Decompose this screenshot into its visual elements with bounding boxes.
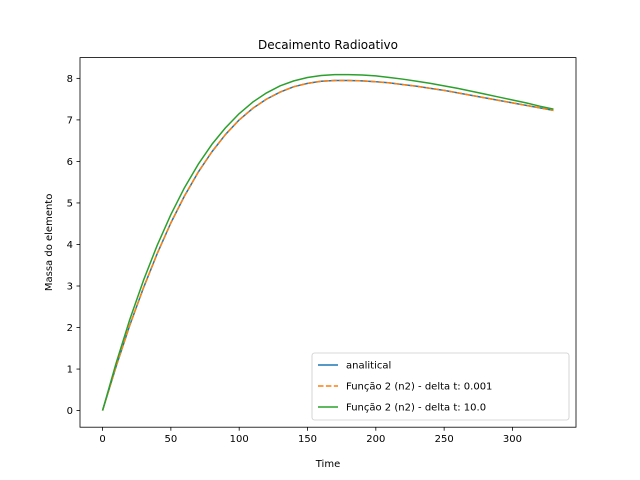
- y-tick-label: 5: [67, 198, 73, 209]
- legend-entry: Função 2 (n2) - delta t: 10.0: [346, 403, 486, 414]
- y-tick-label: 6: [67, 157, 73, 168]
- y-axis-label: Massa do elemento: [44, 194, 55, 291]
- chart-title: Decaimento Radioativo: [258, 38, 398, 52]
- series-line-3: [101, 73, 554, 411]
- y-tick-label: 8: [67, 74, 73, 85]
- x-axis: 0 50 100 150 200 250 300: [99, 427, 522, 445]
- legend-box: [311, 352, 570, 421]
- plot-area: [79, 57, 577, 428]
- y-tick-label: 1: [67, 365, 73, 376]
- legend-entry: Função 2 (n2) - delta t: 0.001: [346, 382, 492, 393]
- y-tick-label: 2: [67, 323, 73, 334]
- x-axis-label: Time: [315, 459, 340, 470]
- legend-entry: analitical: [346, 361, 391, 372]
- x-tick-label: 50: [164, 434, 177, 445]
- legend: analitical Função 2 (n2) - delta t: 0.001…: [311, 352, 570, 421]
- y-tick-label: 7: [67, 115, 73, 126]
- y-tick-label: 3: [67, 282, 73, 293]
- x-tick-label: 200: [366, 434, 385, 445]
- x-tick-label: 150: [298, 434, 317, 445]
- y-tick-label: 4: [67, 240, 73, 251]
- y-axis: 0 1 2 3 4 5 6 7 8: [67, 74, 80, 417]
- x-tick-label: 300: [503, 434, 522, 445]
- x-tick-label: 250: [435, 434, 454, 445]
- series-layer: [101, 73, 554, 411]
- x-tick-label: 0: [99, 434, 105, 445]
- x-tick-label: 100: [230, 434, 249, 445]
- y-tick-label: 0: [67, 406, 73, 417]
- series-line-2: [101, 79, 554, 411]
